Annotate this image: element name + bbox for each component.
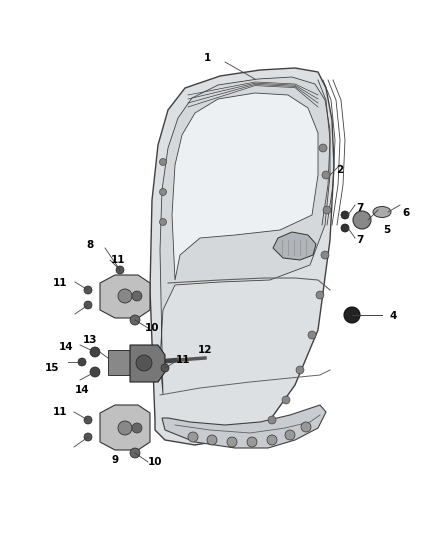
Circle shape xyxy=(84,433,92,441)
Text: 13: 13 xyxy=(83,335,97,345)
Text: 15: 15 xyxy=(45,363,59,373)
Text: 2: 2 xyxy=(336,165,344,175)
Circle shape xyxy=(227,437,237,447)
Circle shape xyxy=(84,416,92,424)
Text: 9: 9 xyxy=(111,455,119,465)
Circle shape xyxy=(268,416,276,424)
Text: 12: 12 xyxy=(198,345,212,355)
Circle shape xyxy=(130,448,140,458)
Circle shape xyxy=(321,251,329,259)
Text: 11: 11 xyxy=(53,407,67,417)
Circle shape xyxy=(323,206,331,214)
Circle shape xyxy=(316,291,324,299)
Circle shape xyxy=(90,347,100,357)
Circle shape xyxy=(353,211,371,229)
Circle shape xyxy=(282,396,290,404)
Polygon shape xyxy=(150,68,334,445)
Circle shape xyxy=(285,430,295,440)
Polygon shape xyxy=(100,405,150,450)
Polygon shape xyxy=(160,77,330,395)
Text: 10: 10 xyxy=(148,457,162,467)
Text: 14: 14 xyxy=(75,385,89,395)
Text: 4: 4 xyxy=(389,311,397,321)
Circle shape xyxy=(159,219,166,225)
Text: 10: 10 xyxy=(145,323,159,333)
Circle shape xyxy=(301,422,311,432)
Polygon shape xyxy=(162,405,326,448)
Text: 11: 11 xyxy=(111,255,125,265)
Circle shape xyxy=(344,307,360,323)
Circle shape xyxy=(296,366,304,374)
Text: 7: 7 xyxy=(356,235,364,245)
Text: 8: 8 xyxy=(86,240,94,250)
Text: 5: 5 xyxy=(383,225,391,235)
Circle shape xyxy=(188,432,198,442)
Circle shape xyxy=(118,289,132,303)
Text: 14: 14 xyxy=(59,342,73,352)
Circle shape xyxy=(90,367,100,377)
Polygon shape xyxy=(273,232,316,260)
Circle shape xyxy=(116,266,124,274)
Circle shape xyxy=(207,435,217,445)
Circle shape xyxy=(84,286,92,294)
Text: 7: 7 xyxy=(356,203,364,213)
Polygon shape xyxy=(108,350,130,375)
Polygon shape xyxy=(130,345,165,382)
Circle shape xyxy=(159,189,166,196)
Polygon shape xyxy=(172,93,318,280)
Circle shape xyxy=(319,144,327,152)
Circle shape xyxy=(247,437,257,447)
Circle shape xyxy=(132,291,142,301)
Circle shape xyxy=(84,301,92,309)
Circle shape xyxy=(136,355,152,371)
Circle shape xyxy=(341,211,349,219)
Circle shape xyxy=(322,171,330,179)
Circle shape xyxy=(132,423,142,433)
Text: 6: 6 xyxy=(403,208,410,218)
Ellipse shape xyxy=(373,206,391,217)
Circle shape xyxy=(159,158,166,166)
Text: 1: 1 xyxy=(203,53,211,63)
Circle shape xyxy=(267,435,277,445)
Circle shape xyxy=(161,364,169,372)
Text: 11: 11 xyxy=(176,355,190,365)
Circle shape xyxy=(118,421,132,435)
Circle shape xyxy=(78,358,86,366)
Text: 11: 11 xyxy=(53,278,67,288)
Polygon shape xyxy=(100,275,150,318)
Circle shape xyxy=(130,315,140,325)
Circle shape xyxy=(308,331,316,339)
Circle shape xyxy=(341,224,349,232)
